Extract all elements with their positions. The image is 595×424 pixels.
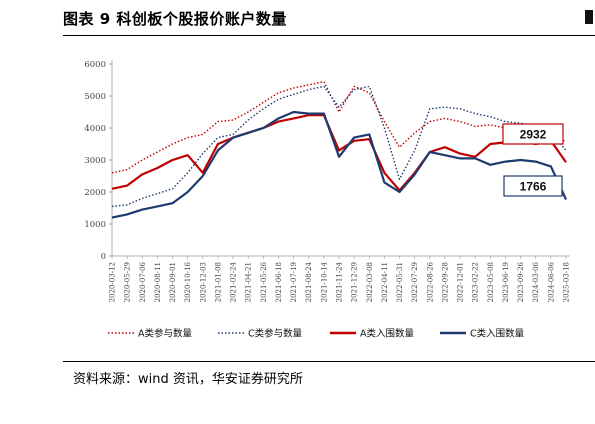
callout-label-1: 2932 xyxy=(520,128,547,142)
title-rule xyxy=(63,35,595,36)
series-line-1 xyxy=(111,80,567,174)
source-rule xyxy=(63,361,595,362)
x-tick-label: 2020-03-12 xyxy=(109,262,117,302)
legend-label-2: C类参与数量 xyxy=(248,328,303,340)
x-tick-label: 2022-04-11 xyxy=(381,262,389,302)
x-tick-label: 2022-03-08 xyxy=(366,262,374,302)
corner-mark xyxy=(585,10,593,24)
x-tick-label: 2021-08-24 xyxy=(305,261,313,302)
y-tick-label: 5000 xyxy=(84,92,106,102)
y-tick-label: 6000 xyxy=(84,60,106,70)
x-tick-label: 2021-06-18 xyxy=(275,262,283,302)
x-tick-label: 2021-05-26 xyxy=(260,261,268,302)
callout-label-2: 1766 xyxy=(520,180,547,194)
y-tick-label: 2000 xyxy=(84,188,106,198)
x-tick-label: 2020-12-03 xyxy=(199,262,207,302)
x-tick-label: 2020-08-11 xyxy=(154,262,162,302)
x-tick-label: 2021-02-24 xyxy=(230,261,238,302)
x-tick-label: 2021-10-14 xyxy=(320,261,328,302)
callout-box-1 xyxy=(502,123,564,145)
x-tick-label: 2020-05-29 xyxy=(124,262,132,302)
x-tick-label: 2023-05-08 xyxy=(487,262,495,302)
figure-title: 图表 9 科创板个股报价账户数量 xyxy=(63,10,287,28)
x-tick-label: 2020-09-01 xyxy=(169,262,177,302)
legend-label-1: A类参与数量 xyxy=(138,328,192,340)
x-tick-label: 2022-07-29 xyxy=(411,262,419,302)
legend-label-4: C类入围数量 xyxy=(470,328,525,340)
x-tick-label: 2021-04-21 xyxy=(245,262,253,302)
x-tick-label: 2025-03-18 xyxy=(563,262,571,302)
y-tick-label: 0 xyxy=(101,252,106,262)
x-tick-label: 2021-12-29 xyxy=(351,262,359,302)
callout-box-2 xyxy=(503,175,563,197)
source-note: 资料来源：wind 资讯，华安证券研究所 xyxy=(73,372,303,387)
y-tick-label: 3000 xyxy=(84,156,106,166)
x-tick-label: 2022-09-28 xyxy=(441,262,449,302)
legend-label-3: A类入围数量 xyxy=(360,328,414,340)
x-tick-label: 2020-07-06 xyxy=(139,261,147,302)
series-line-3 xyxy=(111,114,567,192)
y-tick-label: 1000 xyxy=(84,220,106,230)
x-tick-label: 2024-06-06 xyxy=(547,261,555,302)
x-tick-label: 2023-02-22 xyxy=(472,262,480,302)
x-tick-label: 2021-07-19 xyxy=(290,262,298,302)
x-tick-label: 2021-11-24 xyxy=(336,261,344,302)
y-tick-label: 4000 xyxy=(84,124,106,134)
x-tick-label: 2024-03-06 xyxy=(532,261,540,302)
x-tick-label: 2022-05-31 xyxy=(396,262,404,302)
x-tick-label: 2022-12-01 xyxy=(457,262,465,302)
x-tick-label: 2023-09-26 xyxy=(517,261,525,302)
series-line-2 xyxy=(111,85,567,208)
series-line-4 xyxy=(111,110,568,219)
x-tick-label: 2023-06-19 xyxy=(502,262,510,302)
x-tick-label: 2021-01-08 xyxy=(214,262,222,302)
x-tick-label: 2020-10-16 xyxy=(184,261,192,302)
x-tick-label: 2022-08-26 xyxy=(426,261,434,302)
